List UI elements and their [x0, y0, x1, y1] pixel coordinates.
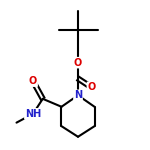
- Text: N: N: [74, 90, 82, 100]
- Text: NH: NH: [25, 109, 41, 119]
- Text: O: O: [87, 82, 96, 92]
- Text: O: O: [29, 76, 37, 86]
- Text: O: O: [74, 58, 82, 68]
